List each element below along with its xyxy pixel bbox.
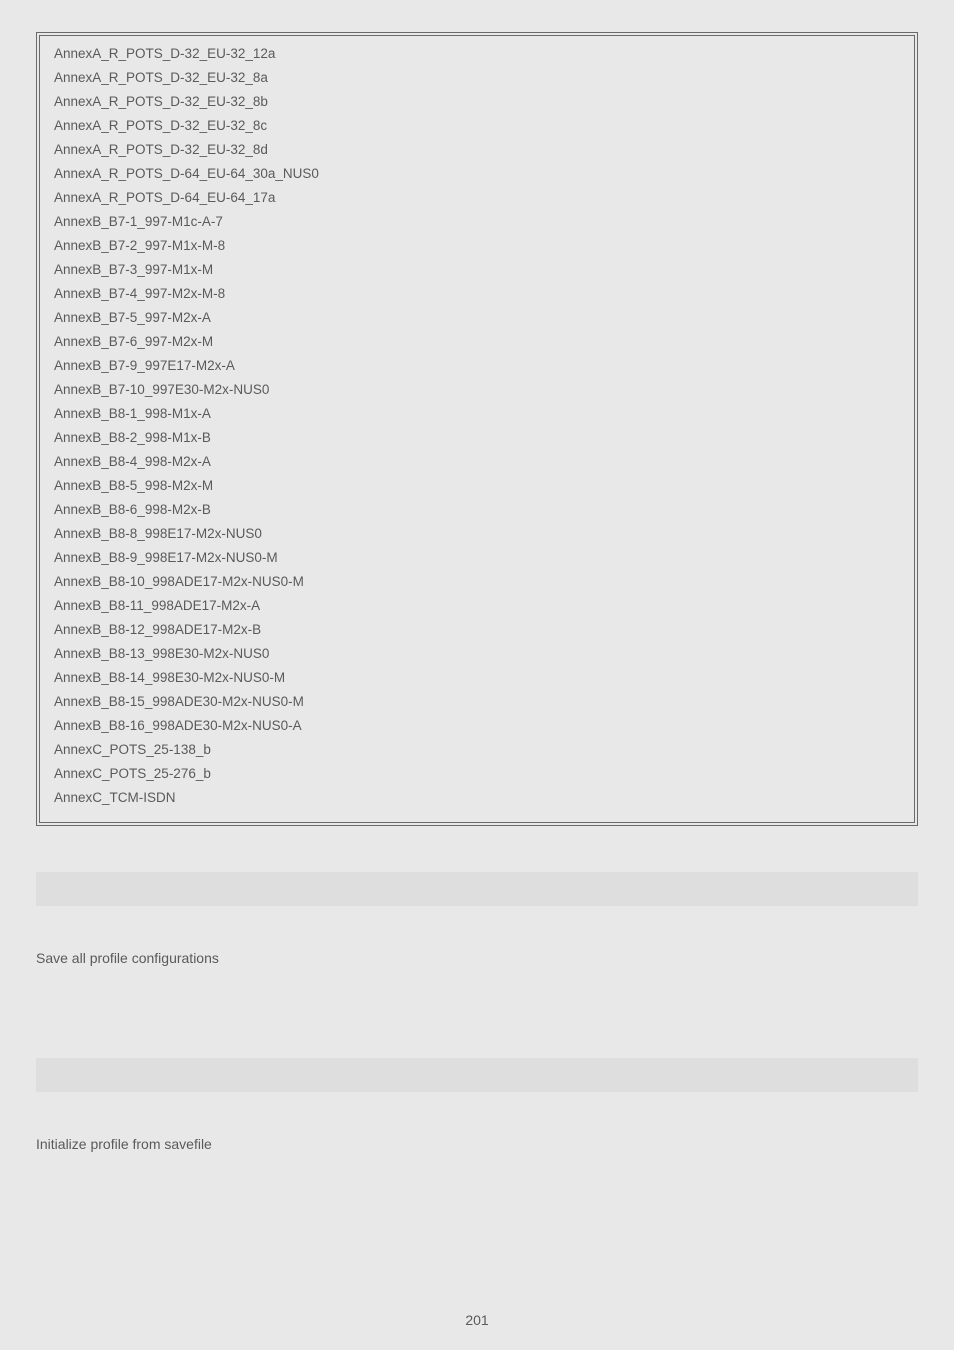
profile-item: AnnexB_B8-13_998E30-M2x-NUS0 — [54, 644, 900, 664]
profile-item: AnnexB_B8-9_998E17-M2x-NUS0-M — [54, 548, 900, 568]
profile-item: AnnexB_B8-1_998-M1x-A — [54, 404, 900, 424]
profile-item: AnnexB_B8-6_998-M2x-B — [54, 500, 900, 520]
init-profile-text: Initialize profile from savefile — [36, 1136, 918, 1152]
profile-item: AnnexB_B8-16_998ADE30-M2x-NUS0-A — [54, 716, 900, 736]
profile-item: AnnexA_R_POTS_D-64_EU-64_17a — [54, 188, 900, 208]
profile-item: AnnexB_B7-6_997-M2x-M — [54, 332, 900, 352]
document-page: AnnexA_R_POTS_D-32_EU-32_12a AnnexA_R_POT… — [0, 0, 954, 1350]
profile-item: AnnexB_B8-4_998-M2x-A — [54, 452, 900, 472]
profile-item: AnnexB_B7-3_997-M1x-M — [54, 260, 900, 280]
profile-item: AnnexB_B8-11_998ADE17-M2x-A — [54, 596, 900, 616]
profile-item: AnnexB_B7-5_997-M2x-A — [54, 308, 900, 328]
profile-item: AnnexB_B7-10_997E30-M2x-NUS0 — [54, 380, 900, 400]
profile-item: AnnexC_TCM-ISDN — [54, 788, 900, 808]
page-number: 201 — [0, 1312, 954, 1328]
profile-item: AnnexA_R_POTS_D-32_EU-32_8a — [54, 68, 900, 88]
profile-item: AnnexB_B7-1_997-M1c-A-7 — [54, 212, 900, 232]
section-heading-bar-init — [36, 1058, 918, 1092]
profile-item: AnnexB_B8-14_998E30-M2x-NUS0-M — [54, 668, 900, 688]
profile-item: AnnexB_B8-10_998ADE17-M2x-NUS0-M — [54, 572, 900, 592]
profile-item: AnnexA_R_POTS_D-32_EU-32_8c — [54, 116, 900, 136]
profile-item: AnnexA_R_POTS_D-32_EU-32_12a — [54, 44, 900, 64]
profile-item: AnnexA_R_POTS_D-32_EU-32_8d — [54, 140, 900, 160]
profile-item: AnnexA_R_POTS_D-64_EU-64_30a_NUS0 — [54, 164, 900, 184]
profile-item: AnnexC_POTS_25-138_b — [54, 740, 900, 760]
save-profiles-text: Save all profile configurations — [36, 950, 918, 966]
profile-item: AnnexB_B8-12_998ADE17-M2x-B — [54, 620, 900, 640]
profile-item: AnnexC_POTS_25-276_b — [54, 764, 900, 784]
profile-item: AnnexB_B8-8_998E17-M2x-NUS0 — [54, 524, 900, 544]
profile-list-box: AnnexA_R_POTS_D-32_EU-32_12a AnnexA_R_POT… — [36, 32, 918, 826]
profile-list: AnnexA_R_POTS_D-32_EU-32_12a AnnexA_R_POT… — [54, 44, 900, 808]
section-heading-bar-save — [36, 872, 918, 906]
profile-item: AnnexB_B8-15_998ADE30-M2x-NUS0-M — [54, 692, 900, 712]
profile-item: AnnexB_B7-4_997-M2x-M-8 — [54, 284, 900, 304]
profile-item: AnnexB_B7-2_997-M1x-M-8 — [54, 236, 900, 256]
profile-item: AnnexB_B8-5_998-M2x-M — [54, 476, 900, 496]
profile-item: AnnexB_B8-2_998-M1x-B — [54, 428, 900, 448]
profile-item: AnnexB_B7-9_997E17-M2x-A — [54, 356, 900, 376]
profile-item: AnnexA_R_POTS_D-32_EU-32_8b — [54, 92, 900, 112]
